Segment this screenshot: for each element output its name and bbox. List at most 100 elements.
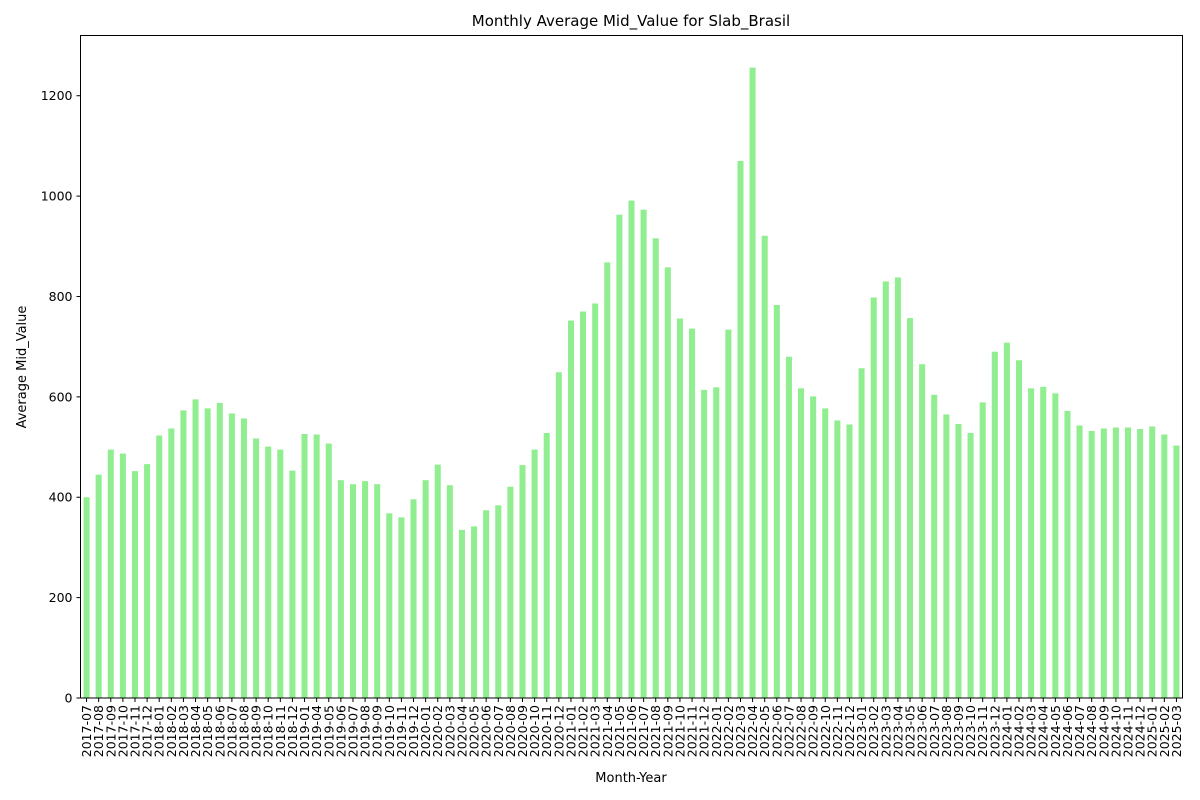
x-tick-label: 2024-06 — [1060, 705, 1075, 757]
bar-2021-02 — [580, 311, 587, 698]
x-tick-label: 2021-03 — [588, 705, 603, 757]
y-tick-label: 1200 — [41, 88, 73, 103]
x-tick-label: 2022-07 — [781, 705, 796, 757]
bar-2018-06 — [216, 402, 223, 698]
y-axis-title: Average Mid_Value — [15, 306, 30, 429]
bar-2020-02 — [434, 464, 441, 698]
bar-2022-09 — [810, 396, 817, 698]
bar-2021-07 — [640, 209, 647, 698]
x-tick-label: 2021-09 — [660, 705, 675, 757]
x-tick-label: 2021-05 — [612, 705, 627, 757]
x-tick-label: 2018-09 — [249, 705, 264, 757]
bar-2019-09 — [374, 484, 381, 698]
x-tick-label: 2022-02 — [721, 705, 736, 757]
x-tick-label: 2019-10 — [382, 705, 397, 757]
x-tick-label: 2023-09 — [951, 705, 966, 757]
bar-2020-07 — [495, 505, 502, 698]
bar-2024-12 — [1137, 428, 1144, 698]
bar-2021-03 — [592, 303, 599, 698]
x-tick-label: 2021-06 — [624, 705, 639, 757]
x-tick-label: 2020-10 — [527, 705, 542, 757]
x-tick-label: 2022-08 — [794, 705, 809, 757]
bar-2022-06 — [773, 305, 780, 698]
x-tick-label: 2022-01 — [709, 705, 724, 757]
x-tick-label: 2024-01 — [999, 705, 1014, 757]
x-tick-label: 2018-06 — [212, 705, 227, 757]
x-tick-label: 2018-08 — [236, 705, 251, 757]
bar-2021-06 — [628, 200, 635, 698]
x-tick-label: 2024-11 — [1121, 705, 1136, 757]
x-tick-label: 2019-05 — [321, 705, 336, 757]
bar-2024-11 — [1124, 427, 1132, 698]
x-tick-label: 2023-08 — [939, 705, 954, 757]
bar-2023-07 — [931, 394, 938, 698]
x-tick-label: 2023-07 — [927, 705, 942, 757]
bar-2021-09 — [664, 267, 671, 699]
x-tick-label: 2020-11 — [539, 705, 554, 757]
x-axis: 2017-072017-082017-092017-102017-112017-… — [79, 698, 1184, 757]
x-tick-label: 2018-03 — [176, 705, 191, 757]
bar-2019-12 — [410, 499, 417, 698]
bar-2018-01 — [156, 435, 163, 698]
y-axis: 0 200 400 600 800 1000 1200 — [41, 88, 81, 706]
bar-2017-10 — [119, 453, 126, 698]
bar-2020-11 — [543, 433, 550, 698]
x-tick-label: 2023-06 — [915, 705, 930, 757]
bar-2018-07 — [228, 413, 235, 698]
bar-2023-12 — [991, 351, 998, 698]
bar-2024-04 — [1040, 386, 1047, 698]
bar-2019-10 — [386, 513, 393, 698]
y-tick-label: 200 — [49, 590, 73, 605]
bar-2023-01 — [858, 368, 865, 698]
bar-2018-09 — [253, 438, 260, 698]
bar-2019-08 — [362, 481, 369, 698]
bar-2020-08 — [507, 486, 514, 698]
bar-2021-11 — [689, 328, 696, 698]
x-tick-label: 2018-05 — [200, 705, 215, 757]
x-tick-label: 2019-11 — [394, 705, 409, 757]
bar-2023-09 — [955, 423, 962, 698]
bar-2023-06 — [919, 364, 926, 698]
x-tick-label: 2020-03 — [442, 705, 457, 757]
x-tick-label: 2020-01 — [418, 705, 433, 757]
x-tick-label: 2019-08 — [358, 705, 373, 757]
x-tick-label: 2021-10 — [672, 705, 687, 757]
bar-2023-02 — [870, 297, 877, 698]
bar-2021-10 — [676, 318, 683, 698]
x-tick-label: 2024-07 — [1072, 705, 1087, 757]
x-tick-label: 2025-02 — [1157, 705, 1172, 757]
bar-2020-10 — [531, 449, 538, 698]
x-tick-label: 2018-07 — [224, 705, 239, 757]
x-tick-label: 2018-11 — [273, 705, 288, 757]
x-tick-label: 2023-05 — [903, 705, 918, 757]
y-tick-label: 600 — [49, 389, 73, 404]
y-tick-label: 800 — [49, 289, 73, 304]
x-tick-label: 2020-09 — [515, 705, 530, 757]
bar-2019-04 — [313, 434, 320, 698]
bar-2024-08 — [1088, 430, 1095, 698]
bar-2024-07 — [1076, 425, 1083, 698]
x-tick-label: 2018-02 — [164, 705, 179, 757]
bar-2024-06 — [1064, 410, 1071, 698]
x-tick-label: 2017-10 — [115, 705, 130, 757]
y-tick-label: 400 — [49, 490, 73, 505]
bar-2021-12 — [701, 389, 708, 698]
x-tick-label: 2019-12 — [406, 705, 421, 757]
bar-2018-04 — [192, 399, 199, 698]
bar-2024-03 — [1028, 388, 1035, 698]
x-tick-label: 2017-11 — [127, 705, 142, 757]
y-tick-label: 0 — [65, 691, 73, 706]
x-tick-label: 2019-06 — [333, 705, 348, 757]
bar-2019-05 — [325, 443, 332, 698]
x-tick-label: 2019-04 — [309, 705, 324, 757]
bar-2022-02 — [725, 329, 732, 698]
bar-2018-05 — [204, 408, 211, 698]
bar-group — [83, 67, 1180, 699]
bar-2024-05 — [1052, 393, 1059, 698]
bar-2020-04 — [458, 529, 465, 698]
x-tick-label: 2022-06 — [769, 705, 784, 757]
x-tick-label: 2022-03 — [733, 705, 748, 757]
x-tick-label: 2020-06 — [479, 705, 494, 757]
bar-2017-08 — [95, 474, 102, 698]
